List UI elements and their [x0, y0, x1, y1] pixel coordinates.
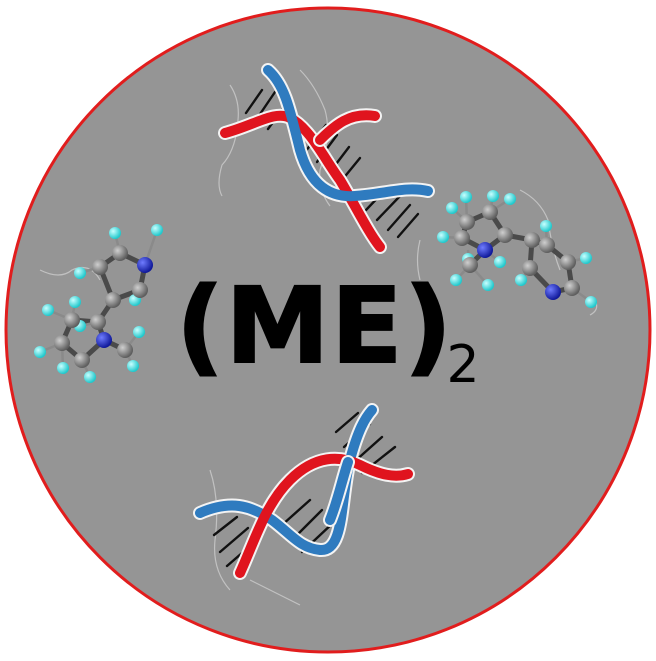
logo-disc: [4, 6, 652, 654]
logo-subscript: 2: [446, 335, 479, 395]
nicotine-molecule-left-icon: [34, 224, 163, 383]
logo-title: (ME): [176, 265, 454, 387]
dna-helix-top-icon: [218, 63, 435, 254]
dna-helix-bottom-icon: [193, 403, 415, 580]
logo-title-group: (ME) 2: [175, 264, 479, 395]
nicotine-molecule-right-icon: [437, 190, 597, 308]
